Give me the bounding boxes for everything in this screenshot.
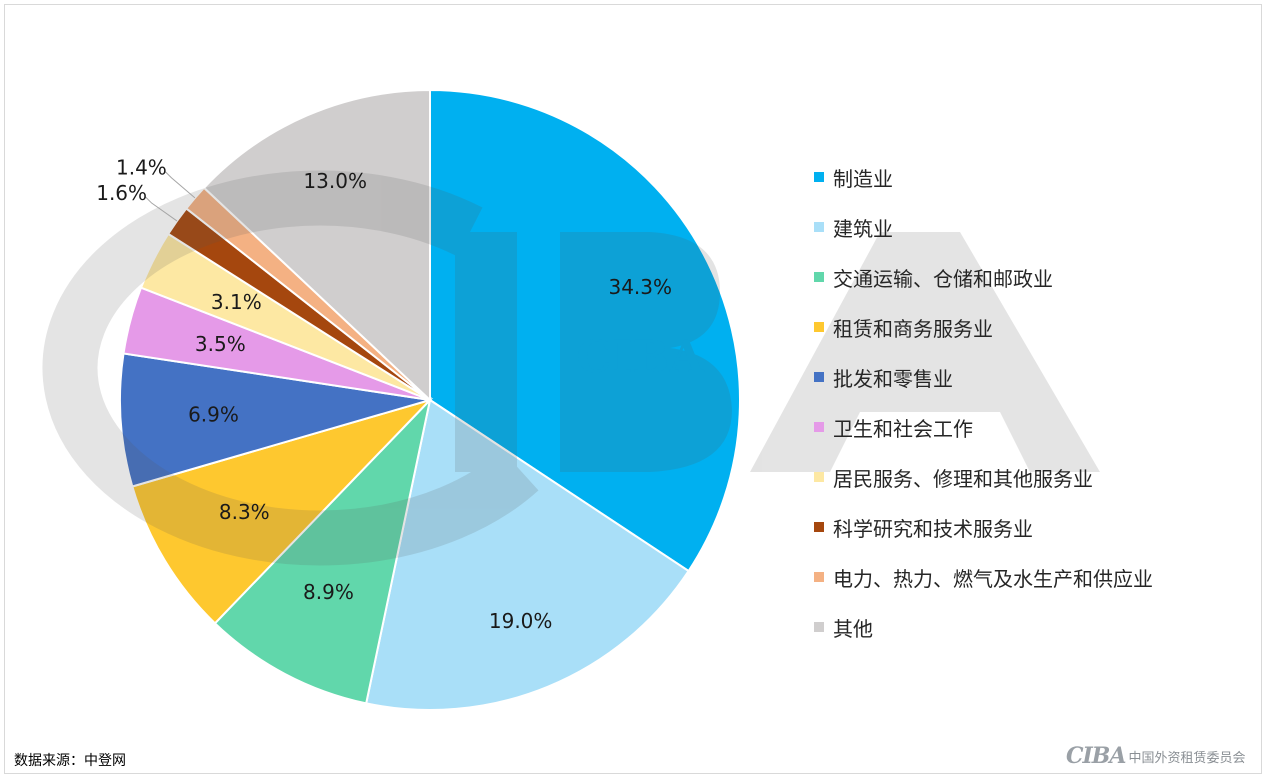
chart-frame [4,4,1262,774]
leader-line-utilities [165,171,196,199]
legend-label: 居民服务、修理和其他服务业 [833,466,1093,491]
data-label-manufacturing: 34.3% [608,275,672,299]
data-label-resident-services: 3.1% [211,290,262,314]
legend-label: 制造业 [833,166,893,191]
data-label-science: 1.6% [96,181,147,205]
legend-item-resident-services: 居民服务、修理和其他服务业 [814,452,1153,502]
footer-logo-mark: CIBA [1066,743,1126,769]
legend-label: 批发和零售业 [833,366,953,391]
data-label-wholesale: 6.9% [188,402,239,426]
legend-item-science: 科学研究和技术服务业 [814,502,1153,552]
data-label-transport: 8.9% [303,580,354,604]
legend-label: 卫生和社会工作 [833,416,973,441]
legend-item-other: 其他 [814,602,1153,652]
watermark-text: CIBA [577,332,705,383]
watermark-logo: CIBA [42,170,1100,566]
legend-item-wholesale: 批发和零售业 [814,352,1153,402]
legend-item-construction: 建筑业 [814,202,1153,252]
legend-label: 交通运输、仓储和邮政业 [833,266,1053,291]
legend-label: 其他 [833,616,873,641]
data-label-construction: 19.0% [489,609,553,633]
legend-swatch [814,572,824,582]
legend-label: 租赁和商务服务业 [833,316,993,341]
data-label-other: 13.0% [303,169,367,193]
data-label-utilities: 1.4% [116,156,167,180]
legend-item-transport: 交通运输、仓储和邮政业 [814,252,1153,302]
legend-item-utilities: 电力、热力、燃气及水生产和供应业 [814,552,1153,602]
legend-item-health: 卫生和社会工作 [814,402,1153,452]
pie-slice-construction [364,398,690,711]
legend-item-manufacturing: 制造业 [814,152,1153,202]
pie-slices [119,88,741,711]
data-source-note: 数据来源：中登网 [14,753,126,769]
pie-slice-transport [213,396,432,705]
legend-label: 建筑业 [833,216,893,241]
legend-label: 电力、热力、燃气及水生产和供应业 [833,566,1153,591]
data-label-leasing: 8.3% [219,500,270,524]
legend-swatch [814,422,824,432]
legend-swatch [814,522,824,532]
pie-slice-other [202,88,431,403]
pie-slice-wholesale [119,352,431,488]
pie-slice-leasing [131,397,434,625]
legend-swatch [814,222,824,232]
legend-item-leasing: 租赁和商务服务业 [814,302,1153,352]
legend-label: 科学研究和技术服务业 [833,516,1033,541]
legend-swatch [814,172,824,182]
legend-swatch [814,322,824,332]
footer-logo: CIBA 中国外资租赁委员会 [1066,743,1246,769]
legend-swatch [814,272,824,282]
data-label-health: 3.5% [195,332,246,356]
legend-swatch [814,622,824,632]
leader-line-science [145,196,178,222]
legend-swatch [814,472,824,482]
legend: 制造业建筑业交通运输、仓储和邮政业 租赁和商务服务业 批发和零售业 卫生和社会工作居民… [814,152,1153,652]
legend-swatch [814,372,824,382]
footer-org-name: 中国外资租赁委员会 [1128,750,1246,766]
pie-data-labels: 34.3% 19.0% 8.9% 8.3% 6.9% 3.5% 3.1% 1.6%1.4% 13… [96,156,672,633]
